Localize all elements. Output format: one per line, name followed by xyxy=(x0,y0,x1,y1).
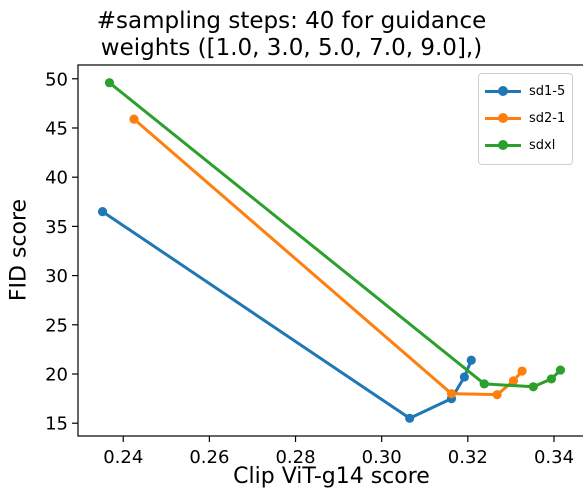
data-point-sd2-1-3 xyxy=(508,376,519,386)
data-point-sdxl-4 xyxy=(555,365,566,375)
y-tick-label: 15 xyxy=(45,414,68,435)
legend-swatch-sd2-1 xyxy=(485,108,521,128)
data-point-sdxl-0 xyxy=(104,78,115,88)
x-tick-label: 0.24 xyxy=(103,447,143,468)
legend-item-sdxl: sdxl xyxy=(485,135,555,155)
x-tick-label: 0.26 xyxy=(189,447,229,468)
legend-label: sd2-1 xyxy=(529,110,566,126)
x-tick-label: 0.32 xyxy=(448,447,488,468)
data-point-sdxl-2 xyxy=(528,382,538,392)
y-tick-label: 40 xyxy=(45,168,68,189)
data-point-sd2-1-2 xyxy=(492,390,502,400)
legend: sd1-5 sd2-1 sdxl xyxy=(478,73,573,165)
series-sdxl xyxy=(104,78,566,392)
series-layer xyxy=(97,78,566,423)
legend-label: sdxl xyxy=(529,137,556,153)
x-tick-label: 0.28 xyxy=(275,447,315,468)
x-axis-label: Clip ViT-g14 score xyxy=(233,464,430,489)
y-axis-label: FID score xyxy=(6,198,32,302)
legend-label: sd1-5 xyxy=(529,83,566,99)
data-point-sd1-5-4 xyxy=(466,355,476,365)
legend-marker xyxy=(498,86,508,96)
data-point-sdxl-3 xyxy=(546,374,557,384)
axis-layer: 0.24 0.26 0.28 0.30 0.32 0.34 15 20 25 30 35 40 45 50 xyxy=(45,69,574,468)
legend-item-sd2-1: sd2-1 xyxy=(485,108,565,128)
y-tick-label: 30 xyxy=(45,266,68,287)
y-tick-label: 50 xyxy=(45,69,68,90)
legend-item-sd1-5: sd1-5 xyxy=(485,81,565,101)
legend-swatch-sdxl xyxy=(485,135,521,155)
data-point-sd1-5-0 xyxy=(97,207,108,217)
series-sd2-1 xyxy=(129,114,527,400)
y-tick-label: 20 xyxy=(45,365,68,386)
chart-title-line-2: weights ([1.0, 3.0, 5.0, 7.0, 9.0],) xyxy=(100,35,483,61)
legend-marker xyxy=(498,113,508,123)
x-tick-label: 0.34 xyxy=(534,447,574,468)
plot-frame xyxy=(77,64,583,437)
data-point-sd1-5-3 xyxy=(459,372,469,382)
series-line-sd1-5 xyxy=(101,210,473,420)
y-tick-label: 45 xyxy=(45,118,68,139)
data-point-sd2-1-1 xyxy=(446,389,457,399)
y-tick-label: 35 xyxy=(45,217,68,238)
chart-title-line-1: #sampling steps: 40 for guidance xyxy=(96,8,487,34)
data-point-sd2-1-0 xyxy=(129,114,139,124)
legend-swatch-sd1-5 xyxy=(485,81,521,101)
series-sd1-5 xyxy=(97,207,476,423)
x-tick-label: 0.30 xyxy=(362,447,402,468)
data-point-sd1-5-1 xyxy=(405,413,415,423)
data-point-sdxl-1 xyxy=(479,379,489,389)
y-tick-label: 25 xyxy=(45,315,68,336)
data-point-sd2-1-4 xyxy=(517,366,527,376)
legend-marker xyxy=(498,140,508,150)
